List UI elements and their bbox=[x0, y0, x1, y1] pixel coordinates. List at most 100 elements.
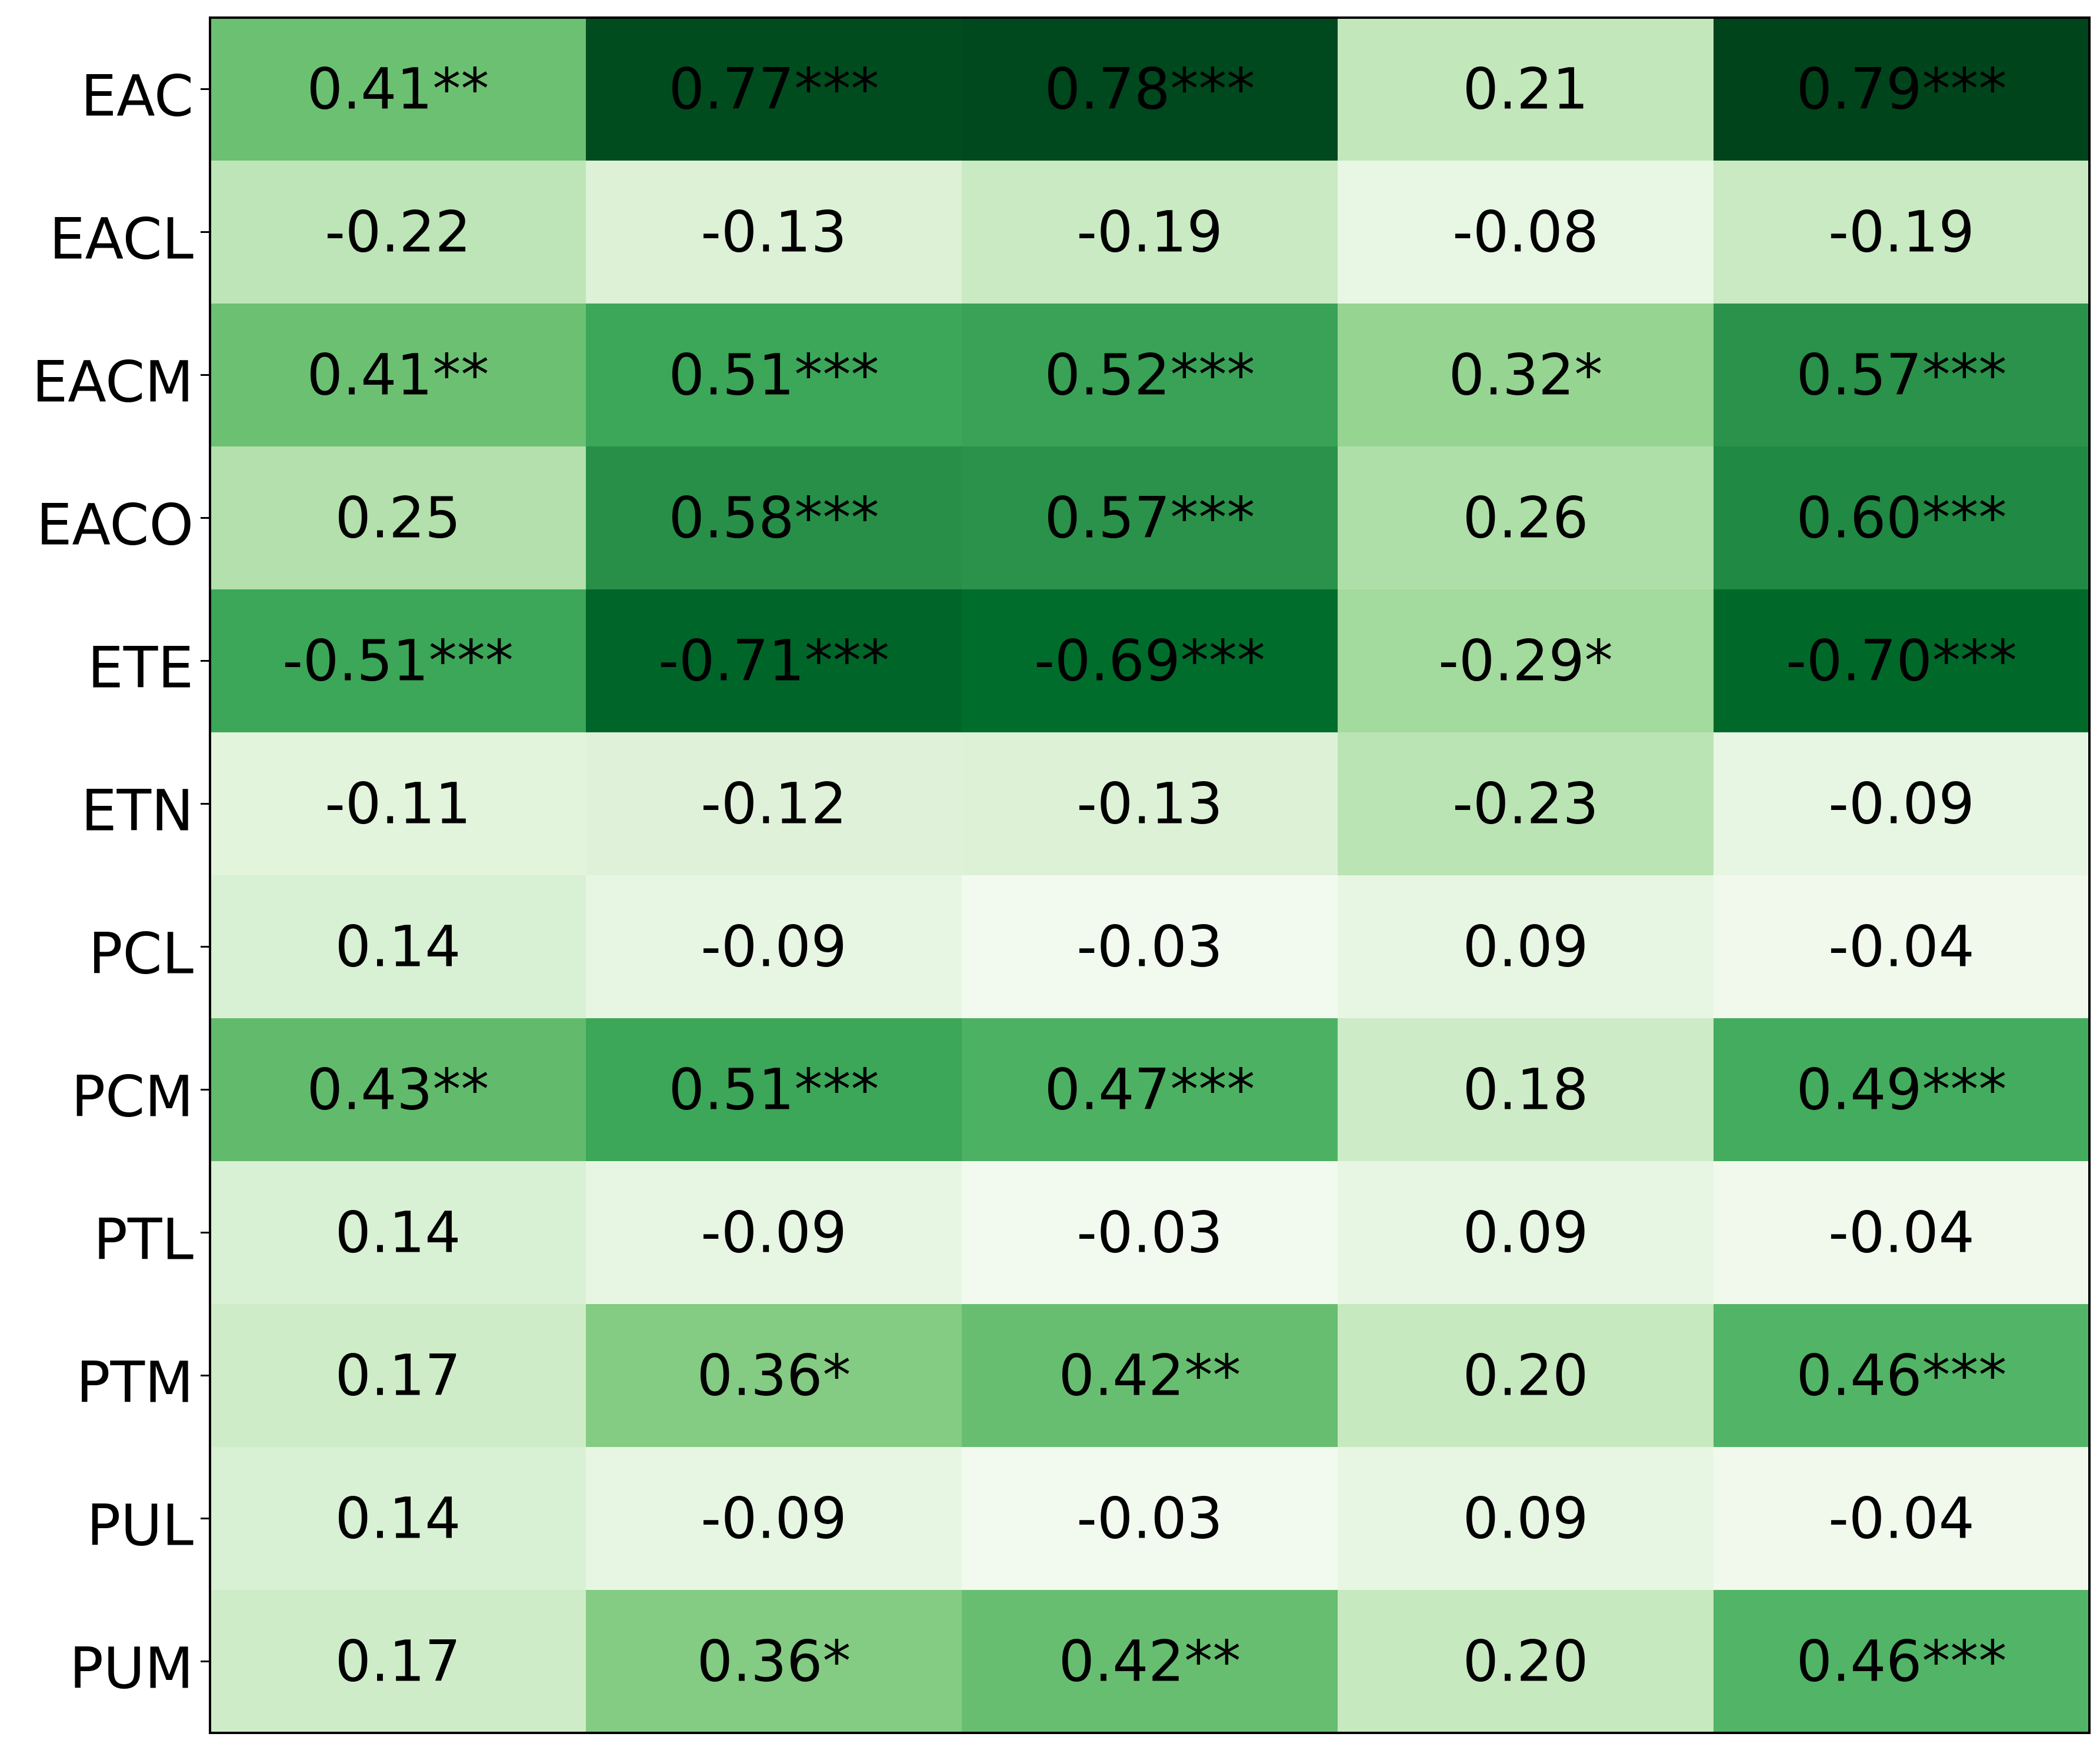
heatmap-cell bbox=[962, 1304, 1338, 1448]
heatmap-cell-label: 0.17 bbox=[335, 1629, 461, 1695]
heatmap-cell bbox=[1714, 446, 2090, 590]
heatmap-cell bbox=[1714, 1304, 2090, 1448]
heatmap-cell bbox=[962, 875, 1338, 1019]
heatmap-cell-label: -0.09 bbox=[701, 1486, 846, 1552]
heatmap-cell-label: -0.09 bbox=[1828, 771, 1974, 837]
heatmap-cell-label: -0.29* bbox=[1438, 628, 1612, 694]
heatmap-cell bbox=[1338, 304, 1714, 447]
heatmap-cell bbox=[210, 1447, 586, 1591]
heatmap-cell-label: 0.46*** bbox=[1796, 1343, 2007, 1409]
heatmap-cell-label: 0.14 bbox=[335, 914, 461, 980]
heatmap-cell bbox=[1338, 1304, 1714, 1448]
heatmap-cell-label: 0.14 bbox=[335, 1486, 461, 1552]
heatmap-cell-label: 0.14 bbox=[335, 1200, 461, 1266]
heatmap-cell bbox=[586, 1018, 962, 1162]
heatmap-cell-label: -0.22 bbox=[325, 199, 471, 265]
heatmap-cell bbox=[1714, 1018, 2090, 1162]
heatmap-cell bbox=[962, 732, 1338, 876]
heatmap-cell-label: 0.41** bbox=[307, 342, 489, 408]
heatmap-cell bbox=[210, 1161, 586, 1305]
heatmap-cell-labels: 0.41** 0.77*** 0.78*** 0.21 0.79*** -0.22 -0.1… bbox=[282, 56, 2016, 1695]
heatmap-cell-label: 0.49*** bbox=[1796, 1057, 2007, 1123]
y-axis-label: ETN bbox=[81, 778, 194, 844]
heatmap-cell-label: -0.69*** bbox=[1034, 628, 1265, 694]
heatmap-cell-label: 0.57*** bbox=[1045, 485, 1255, 551]
y-axis-label: EACO bbox=[36, 492, 194, 558]
heatmap-cell bbox=[586, 732, 962, 876]
heatmap-cell bbox=[586, 446, 962, 590]
y-axis-label: PCL bbox=[89, 921, 194, 987]
heatmap-cell-label: -0.13 bbox=[1076, 771, 1222, 837]
heatmap-cell-label: 0.25 bbox=[335, 485, 461, 551]
heatmap-cell bbox=[962, 1161, 1338, 1305]
heatmap-cell bbox=[1338, 446, 1714, 590]
heatmap-cell bbox=[1338, 589, 1714, 733]
heatmap-cell-label: -0.12 bbox=[701, 771, 846, 837]
heatmap-cell-label: 0.77*** bbox=[669, 56, 879, 122]
heatmap-cell bbox=[962, 446, 1338, 590]
heatmap-cell-label: -0.11 bbox=[325, 771, 471, 837]
heatmap-cell bbox=[586, 1447, 962, 1591]
heatmap-cell-label: 0.09 bbox=[1463, 1486, 1589, 1552]
heatmap-cell bbox=[1714, 161, 2090, 304]
y-axis-label: PUL bbox=[86, 1493, 194, 1559]
heatmap-cell-label: -0.09 bbox=[701, 1200, 846, 1266]
heatmap-cell bbox=[1338, 1161, 1714, 1305]
heatmap-cell-label: -0.04 bbox=[1828, 914, 1974, 980]
heatmap-cell-label: 0.09 bbox=[1463, 914, 1589, 980]
heatmap-cell bbox=[210, 1018, 586, 1162]
heatmap-cell bbox=[1714, 732, 2090, 876]
heatmap-cell-label: 0.51*** bbox=[669, 342, 879, 408]
heatmap-cell-label: -0.04 bbox=[1828, 1200, 1974, 1266]
heatmap-cell bbox=[1714, 875, 2090, 1019]
heatmap-cell bbox=[210, 589, 586, 733]
heatmap-cell bbox=[962, 18, 1338, 161]
heatmap-cell bbox=[586, 18, 962, 161]
heatmap-cell-label: 0.78*** bbox=[1045, 56, 1255, 122]
heatmap-cell bbox=[586, 1161, 962, 1305]
heatmap-cell-label: 0.21 bbox=[1463, 56, 1589, 122]
heatmap-cell-label: 0.36* bbox=[697, 1343, 851, 1409]
heatmap-cell bbox=[586, 304, 962, 447]
heatmap-cell-label: -0.04 bbox=[1828, 1486, 1974, 1552]
heatmap-cell bbox=[210, 161, 586, 304]
heatmap-cell-label: 0.09 bbox=[1463, 1200, 1589, 1266]
heatmap-cell-label: -0.13 bbox=[701, 199, 846, 265]
heatmap-cell-label: 0.20 bbox=[1463, 1629, 1589, 1695]
heatmap-cell bbox=[962, 161, 1338, 304]
heatmap-cell bbox=[210, 732, 586, 876]
y-axis-label: PTL bbox=[94, 1207, 194, 1273]
heatmap-cell-label: 0.18 bbox=[1463, 1057, 1589, 1123]
heatmap-cell-label: 0.58*** bbox=[669, 485, 879, 551]
heatmap-cell-label: 0.46*** bbox=[1796, 1629, 2007, 1695]
heatmap-cell bbox=[586, 875, 962, 1019]
heatmap-cell bbox=[586, 1304, 962, 1448]
heatmap-cell-label: -0.03 bbox=[1076, 914, 1222, 980]
heatmap-cell-label: 0.52*** bbox=[1045, 342, 1255, 408]
heatmap-cell bbox=[210, 304, 586, 447]
heatmap-cell-label: -0.19 bbox=[1076, 199, 1222, 265]
heatmap-cell-label: 0.42** bbox=[1059, 1343, 1241, 1409]
heatmap-cell bbox=[1714, 304, 2090, 447]
heatmap-cell-label: 0.42** bbox=[1059, 1629, 1241, 1695]
heatmap-cell bbox=[210, 1304, 586, 1448]
heatmap-cell-label: 0.57*** bbox=[1796, 342, 2007, 408]
heatmap-cell bbox=[210, 1590, 586, 1733]
heatmap-cell-label: 0.51*** bbox=[669, 1057, 879, 1123]
y-axis-label: EACL bbox=[49, 206, 194, 272]
heatmap-cell-label: 0.36* bbox=[697, 1629, 851, 1695]
y-axis-label: ETE bbox=[88, 635, 194, 701]
heatmap-cell bbox=[1338, 1447, 1714, 1591]
heatmap-cell bbox=[1714, 1590, 2090, 1733]
y-axis-labels: EAC EACL EACM EACO ETE ETN PCL PCM PTL PTM PUL PUM bbox=[32, 64, 194, 1702]
heatmap-cell bbox=[962, 1018, 1338, 1162]
plot-border bbox=[209, 16, 2091, 1734]
heatmap-cell-label: 0.26 bbox=[1463, 485, 1589, 551]
heatmap-cell-label: -0.23 bbox=[1452, 771, 1598, 837]
heatmap-cell bbox=[1714, 1161, 2090, 1305]
heatmap-cell bbox=[962, 1447, 1338, 1591]
heatmap-cell-label: -0.19 bbox=[1828, 199, 1974, 265]
heatmap-cell bbox=[1338, 732, 1714, 876]
y-axis-label: EACM bbox=[32, 349, 194, 415]
heatmap-cell bbox=[586, 161, 962, 304]
